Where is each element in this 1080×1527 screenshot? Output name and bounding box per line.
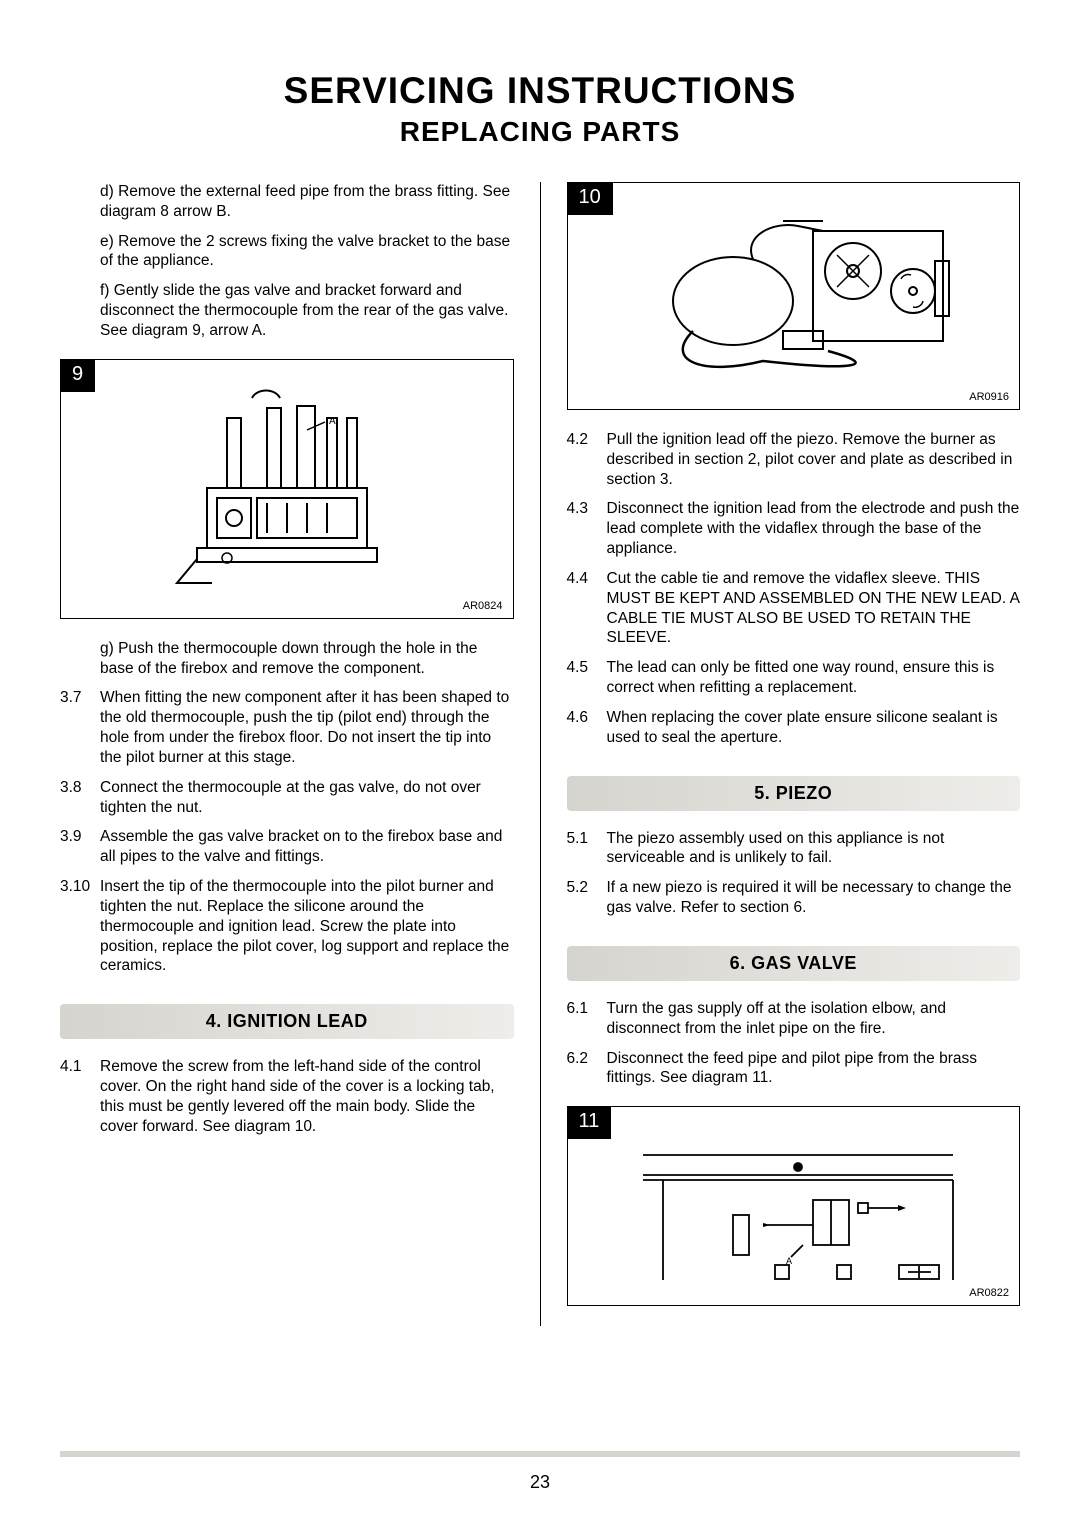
svg-text:A: A bbox=[786, 1256, 792, 1266]
item-4-4: 4.4 Cut the cable tie and remove the vid… bbox=[567, 569, 1021, 648]
page-number: 23 bbox=[0, 1472, 1080, 1493]
section-6-header: 6. GAS VALVE bbox=[567, 946, 1021, 981]
item-3-9: 3.9 Assemble the gas valve bracket on to… bbox=[60, 827, 514, 867]
diagram-10-illustration bbox=[623, 201, 963, 391]
para-e: e) Remove the 2 screws fixing the valve … bbox=[60, 232, 514, 272]
diagram-9-code: AR0824 bbox=[463, 600, 503, 612]
item-text: When fitting the new component after it … bbox=[100, 688, 514, 767]
item-number: 6.1 bbox=[567, 999, 607, 1039]
item-6-1: 6.1 Turn the gas supply off at the isola… bbox=[567, 999, 1021, 1039]
item-text: The piezo assembly used on this applianc… bbox=[607, 829, 1021, 869]
item-4-3: 4.3 Disconnect the ignition lead from th… bbox=[567, 499, 1021, 558]
right-column: 10 bbox=[567, 182, 1021, 1326]
item-4-2: 4.2 Pull the ignition lead off the piezo… bbox=[567, 430, 1021, 489]
item-text: When replacing the cover plate ensure si… bbox=[607, 708, 1021, 748]
page-title-sub: REPLACING PARTS bbox=[60, 116, 1020, 148]
item-number: 4.2 bbox=[567, 430, 607, 489]
diagram-11: 11 bbox=[567, 1106, 1021, 1306]
item-text: If a new piezo is required it will be ne… bbox=[607, 878, 1021, 918]
item-number: 4.1 bbox=[60, 1057, 100, 1136]
item-3-8: 3.8 Connect the thermocouple at the gas … bbox=[60, 778, 514, 818]
item-4-1: 4.1 Remove the screw from the left-hand … bbox=[60, 1057, 514, 1136]
item-text: Insert the tip of the thermocouple into … bbox=[100, 877, 514, 976]
item-number: 3.7 bbox=[60, 688, 100, 767]
para-f: f) Gently slide the gas valve and bracke… bbox=[60, 281, 514, 340]
item-6-2: 6.2 Disconnect the feed pipe and pilot p… bbox=[567, 1049, 1021, 1089]
svg-text:A: A bbox=[329, 416, 336, 427]
item-text: Cut the cable tie and remove the vidafle… bbox=[607, 569, 1021, 648]
item-number: 4.5 bbox=[567, 658, 607, 698]
item-text: Connect the thermocouple at the gas valv… bbox=[100, 778, 514, 818]
item-text: Turn the gas supply off at the isolation… bbox=[607, 999, 1021, 1039]
item-number: 3.10 bbox=[60, 877, 100, 976]
item-number: 3.8 bbox=[60, 778, 100, 818]
diagram-11-illustration: A bbox=[613, 1125, 973, 1285]
item-3-10: 3.10 Insert the tip of the thermocouple … bbox=[60, 877, 514, 976]
item-text: Assemble the gas valve bracket on to the… bbox=[100, 827, 514, 867]
diagram-10-code: AR0916 bbox=[969, 391, 1009, 403]
diagram-9-badge: 9 bbox=[60, 359, 95, 392]
item-number: 4.3 bbox=[567, 499, 607, 558]
diagram-11-badge: 11 bbox=[567, 1106, 612, 1139]
footer-rule bbox=[60, 1451, 1020, 1457]
diagram-10-badge: 10 bbox=[567, 182, 613, 215]
item-number: 4.4 bbox=[567, 569, 607, 648]
left-column: d) Remove the external feed pipe from th… bbox=[60, 182, 514, 1326]
item-number: 3.9 bbox=[60, 827, 100, 867]
section-5-header: 5. PIEZO bbox=[567, 776, 1021, 811]
item-number: 5.2 bbox=[567, 878, 607, 918]
two-column-layout: d) Remove the external feed pipe from th… bbox=[60, 182, 1020, 1326]
item-number: 6.2 bbox=[567, 1049, 607, 1089]
item-4-6: 4.6 When replacing the cover plate ensur… bbox=[567, 708, 1021, 748]
diagram-10: 10 bbox=[567, 182, 1021, 410]
diagram-11-code: AR0822 bbox=[969, 1287, 1009, 1299]
para-g: g) Push the thermocouple down through th… bbox=[60, 639, 514, 679]
item-4-5: 4.5 The lead can only be fitted one way … bbox=[567, 658, 1021, 698]
item-text: The lead can only be fitted one way roun… bbox=[607, 658, 1021, 698]
diagram-9: 9 A bbox=[60, 359, 514, 619]
item-number: 5.1 bbox=[567, 829, 607, 869]
item-text: Pull the ignition lead off the piezo. Re… bbox=[607, 430, 1021, 489]
item-number: 4.6 bbox=[567, 708, 607, 748]
column-divider bbox=[540, 182, 541, 1326]
diagram-9-illustration: A bbox=[157, 378, 417, 598]
item-5-1: 5.1 The piezo assembly used on this appl… bbox=[567, 829, 1021, 869]
item-text: Disconnect the ignition lead from the el… bbox=[607, 499, 1021, 558]
item-3-7: 3.7 When fitting the new component after… bbox=[60, 688, 514, 767]
item-text: Disconnect the feed pipe and pilot pipe … bbox=[607, 1049, 1021, 1089]
section-4-header: 4. IGNITION LEAD bbox=[60, 1004, 514, 1039]
item-5-2: 5.2 If a new piezo is required it will b… bbox=[567, 878, 1021, 918]
item-text: Remove the screw from the left-hand side… bbox=[100, 1057, 514, 1136]
para-d: d) Remove the external feed pipe from th… bbox=[60, 182, 514, 222]
page-title-main: SERVICING INSTRUCTIONS bbox=[60, 70, 1020, 112]
